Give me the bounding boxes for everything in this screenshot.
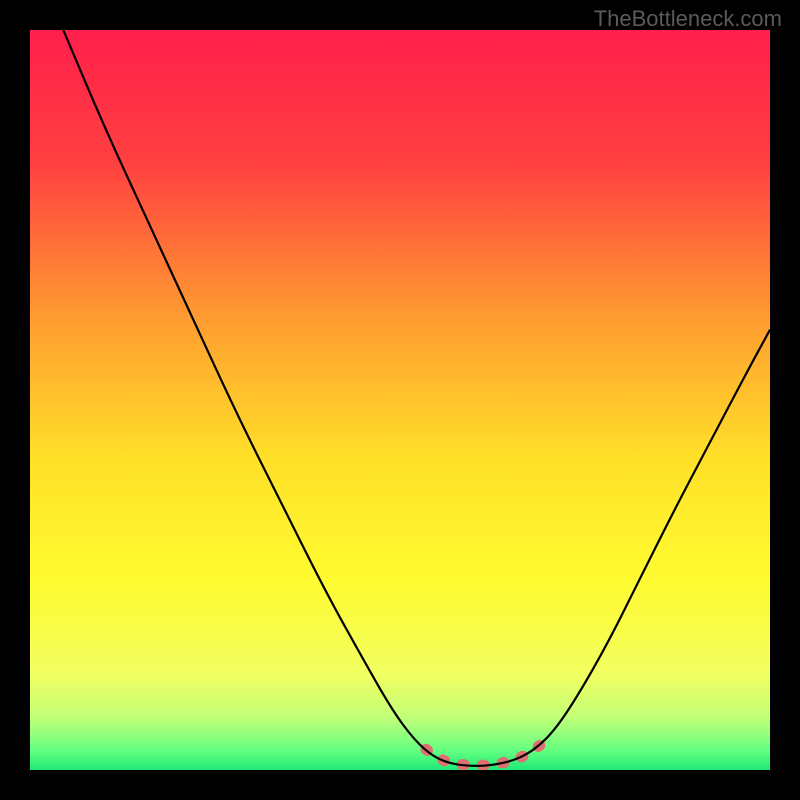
chart-svg — [30, 30, 770, 770]
gradient-background — [30, 30, 770, 770]
bottleneck-chart — [30, 30, 770, 770]
watermark-text: TheBottleneck.com — [594, 6, 782, 32]
